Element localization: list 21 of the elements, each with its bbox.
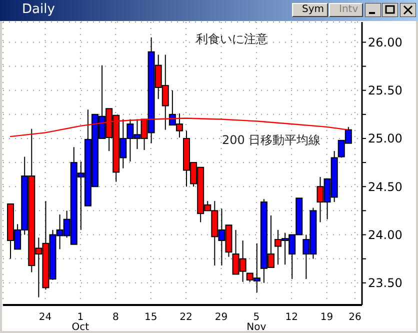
x-tick-label: 5 Nov bbox=[246, 312, 266, 333]
x-tick-label: 1 Oct bbox=[72, 312, 90, 333]
y-tick-label: 26.00 bbox=[368, 35, 402, 50]
x-tick-label: 15 bbox=[144, 312, 158, 323]
x-tick-label: 24 bbox=[38, 312, 52, 323]
y-tick-label: 24.00 bbox=[368, 228, 402, 242]
chart-title: Daily bbox=[22, 2, 55, 17]
x-tick-label: 26 bbox=[348, 312, 362, 323]
text: Sym bbox=[292, 3, 328, 17]
y-tick-label: 23.50 bbox=[368, 276, 402, 290]
x-tick-label: 22 bbox=[180, 312, 192, 323]
x-tick-label: 12 bbox=[285, 312, 298, 323]
annotation: 利食いに注意 bbox=[196, 31, 268, 48]
x-tick-label: 29 bbox=[214, 312, 228, 323]
y-tick-label: 25.50 bbox=[368, 84, 402, 98]
x-tick-label: 19 bbox=[320, 312, 334, 323]
y-tick-label: 25.00 bbox=[368, 132, 402, 146]
x-tick-label: 8 bbox=[112, 312, 119, 323]
text: Intv bbox=[329, 3, 363, 17]
series-label: 200 日移動平均線 bbox=[222, 132, 321, 149]
y-tick-label: 24.50 bbox=[368, 180, 402, 194]
